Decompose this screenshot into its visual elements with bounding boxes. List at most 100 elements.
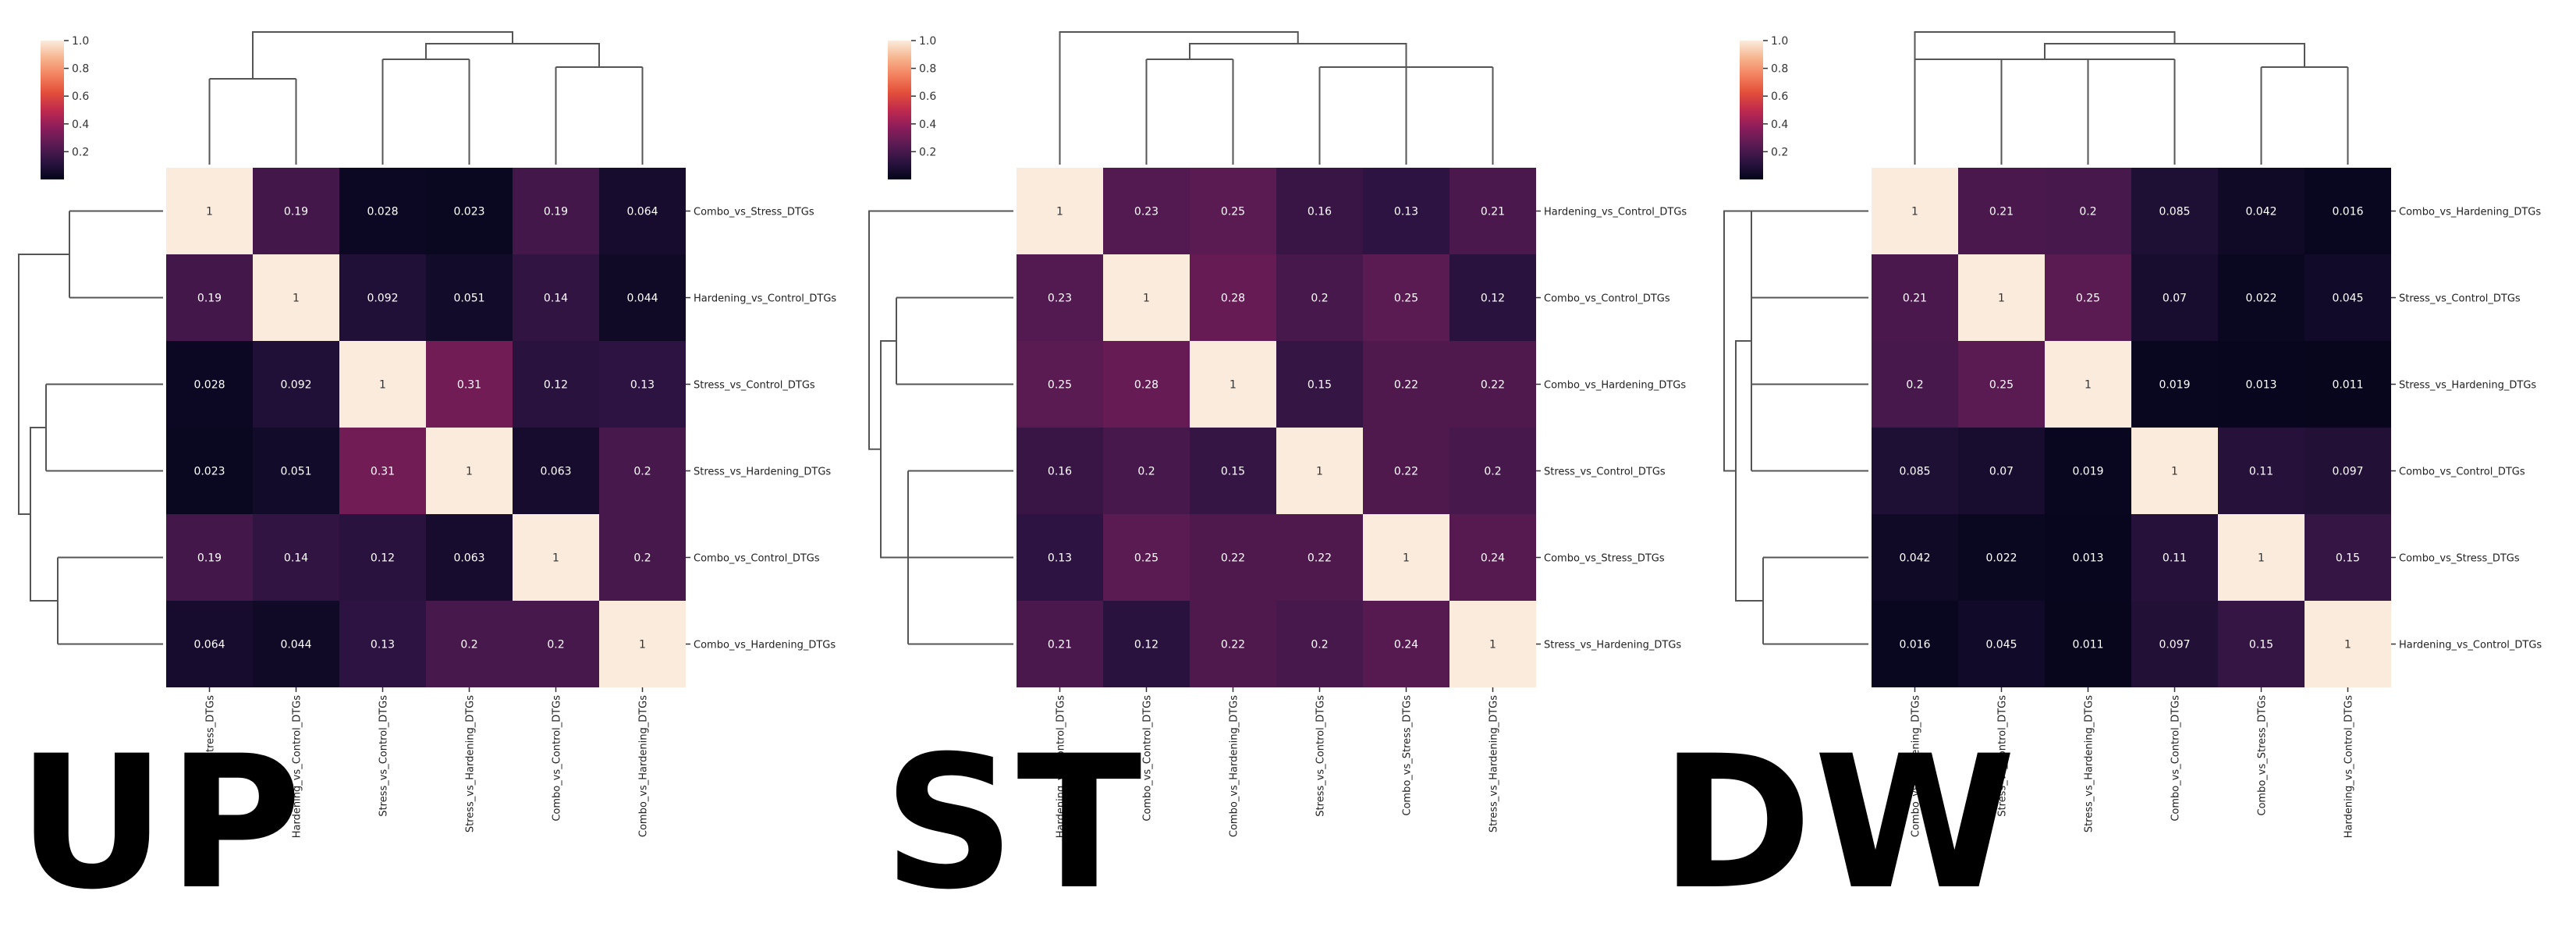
cell-value-label: 1	[379, 379, 386, 392]
heatmap-cell	[1190, 168, 1276, 254]
column-dendrogram	[208, 31, 644, 165]
row-label: Stress_vs_Control_DTGs	[694, 380, 815, 392]
row-dendrogram	[868, 210, 1013, 645]
cell-value-label: 0.19	[544, 206, 568, 218]
cell-value-label: 1	[1998, 293, 2005, 305]
heatmap-cell	[2045, 514, 2131, 601]
cell-value-label: 0.22	[1481, 379, 1505, 392]
cell-value-label: 1	[2344, 639, 2351, 651]
row-label: Stress_vs_Hardening_DTGs	[2399, 380, 2536, 392]
heatmap-cell	[339, 254, 426, 341]
cell-value-label: 0.14	[544, 293, 568, 305]
cell-value-label: 0.11	[2163, 552, 2187, 565]
cell-value-label: 0.019	[2072, 466, 2103, 478]
row-label: Combo_vs_Stress_DTGs	[1544, 553, 1665, 565]
heatmap-cell	[166, 514, 253, 601]
cell-value-label: 0.22	[1394, 466, 1418, 478]
heatmap-cell	[2045, 428, 2131, 514]
heatmap-cell	[2305, 428, 2391, 514]
heatmap-cell	[513, 254, 599, 341]
heatmap-cell	[2218, 168, 2305, 254]
heatmap-cell	[1363, 254, 1449, 341]
cell-value-label: 0.028	[193, 379, 225, 392]
heatmap-cell	[1017, 514, 1103, 601]
heatmap-cell	[1363, 601, 1449, 687]
cell-value-label: 0.07	[1989, 466, 2014, 478]
heatmap-cell	[426, 341, 513, 428]
cell-value-label: 1	[552, 552, 559, 565]
cell-value-label: 0.2	[460, 639, 477, 651]
col-label: Combo_vs_Control_DTGs	[1142, 695, 1154, 822]
cell-value-label: 0.21	[1481, 206, 1505, 218]
cell-value-label: 0.044	[626, 293, 658, 305]
heatmap-cell	[1017, 601, 1103, 687]
heatmap-cell	[1190, 514, 1276, 601]
heatmap-cell	[253, 514, 339, 601]
cell-value-label: 0.16	[1308, 206, 1332, 218]
colorbar-tick-label: 0.8	[919, 63, 936, 76]
heatmap-cell	[1103, 341, 1190, 428]
colorbar-tick-label: 0.6	[919, 91, 936, 103]
cell-value-label: 0.019	[2159, 379, 2190, 392]
heatmap-cell	[1449, 428, 1536, 514]
colorbar-tick-label: 0.4	[1771, 119, 1788, 131]
heatmap-panel-st: 1 0.23 0.25 0.16 0.13 0.210.23 1 0.28 0.2 0.25 0.1…	[868, 31, 1687, 838]
heatmap-cell	[2131, 601, 2218, 687]
cell-value-label: 1	[1056, 206, 1063, 218]
cell-value-label: 0.22	[1394, 379, 1418, 392]
cell-value-label: 1	[1316, 466, 1323, 478]
cell-value-label: 1	[2258, 552, 2265, 565]
colorbar	[1740, 41, 1763, 179]
heatmap-cell	[426, 514, 513, 601]
col-label: Hardening_vs_Control_DTGs	[1056, 695, 1067, 838]
heatmap-cell	[2131, 428, 2218, 514]
colorbar	[888, 41, 911, 179]
cell-value-label: 0.2	[2079, 206, 2096, 218]
heatmap-cell	[2131, 341, 2218, 428]
column-dendrogram	[1914, 31, 2349, 165]
heatmap-cell	[1190, 341, 1276, 428]
heatmap-cell	[2045, 168, 2131, 254]
heatmap-cell	[2305, 514, 2391, 601]
cell-value-label: 1	[206, 206, 213, 218]
cell-value-label: 0.22	[1221, 639, 1245, 651]
col-label: Stress_vs_Control_DTGs	[378, 695, 390, 817]
row-dendrogram	[1723, 210, 1868, 645]
row-dendrogram	[18, 210, 163, 645]
heatmap-cell	[599, 254, 686, 341]
col-label: Hardening_vs_Control_DTGs	[292, 695, 303, 838]
heatmap-cell	[166, 341, 253, 428]
cell-value-label: 0.16	[1048, 466, 1072, 478]
heatmap-cell	[1276, 428, 1363, 514]
cell-value-label: 0.2	[547, 639, 564, 651]
heatmap-cell	[1958, 168, 2045, 254]
cell-value-label: 1	[2085, 379, 2092, 392]
cell-value-label: 1	[1403, 552, 1410, 565]
col-label: Stress_vs_Control_DTGs	[1997, 695, 2009, 817]
heatmap-cell	[2218, 601, 2305, 687]
heatmap-cell	[513, 341, 599, 428]
cell-value-label: 0.21	[1989, 206, 2014, 218]
panel-label-st: ST	[883, 717, 1144, 930]
heatmap-cell	[426, 254, 513, 341]
heatmap-cell	[599, 601, 686, 687]
heatmap-cell	[1190, 254, 1276, 341]
heatmap-cell	[1958, 428, 2045, 514]
cell-value-label: 0.13	[371, 639, 395, 651]
heatmap-cell	[1449, 168, 1536, 254]
heatmap-cell	[339, 428, 426, 514]
cell-value-label: 1	[2171, 466, 2178, 478]
heatmap-cell	[1872, 601, 1958, 687]
cell-value-label: 0.085	[2159, 206, 2190, 218]
cell-value-label: 0.12	[371, 552, 395, 565]
cell-value-label: 0.2	[1311, 639, 1328, 651]
cell-value-label: 0.2	[633, 466, 651, 478]
heatmap-cell	[253, 168, 339, 254]
colorbar-tick-label: 0.4	[72, 119, 89, 131]
col-label: Combo_vs_Hardening_DTGs	[638, 695, 650, 837]
heatmap-cell	[1363, 514, 1449, 601]
heatmap-cell	[1017, 168, 1103, 254]
cell-value-label: 0.21	[1903, 293, 1927, 305]
cell-value-label: 0.051	[280, 466, 311, 478]
